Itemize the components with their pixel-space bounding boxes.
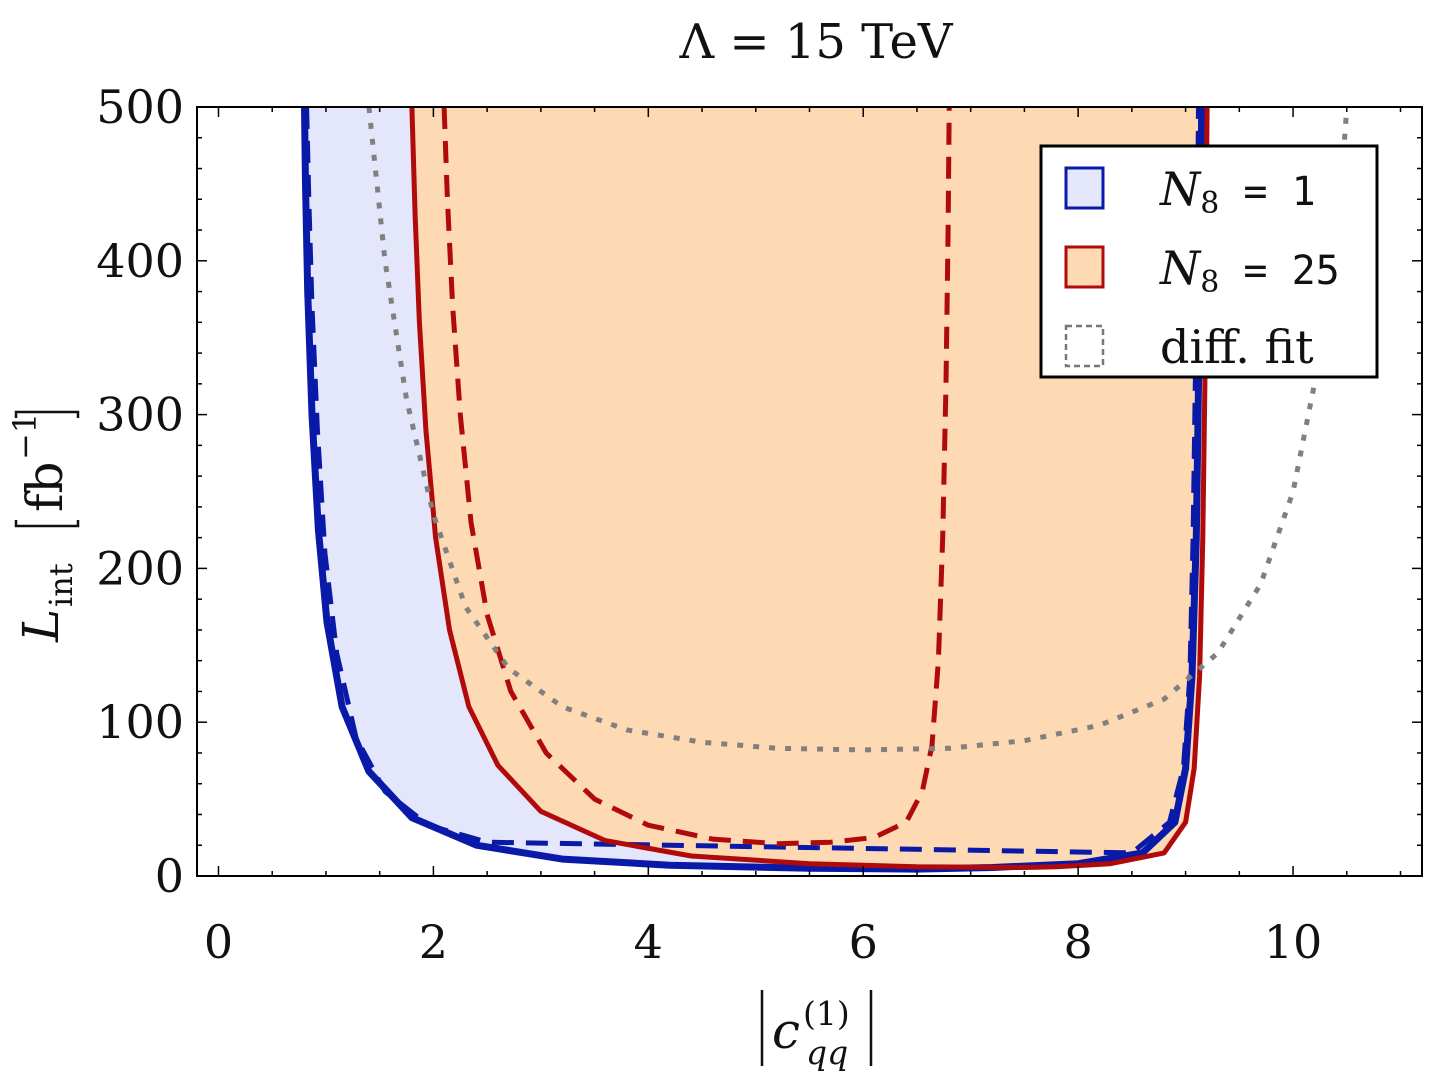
y-tick-labels: 0 100 200 300 400 500 [96, 80, 184, 903]
x-label-sub: qq [806, 1033, 848, 1072]
axis-ticks [197, 106, 1422, 877]
y-label-unit: fb [16, 461, 74, 512]
legend: N8 = 1 N8 = 25 diff. fit [1039, 144, 1379, 379]
chart-title: Λ = 15 TeV [678, 14, 953, 70]
y-tick-label: 300 [96, 388, 184, 442]
legend-swatch [1064, 166, 1105, 210]
region-n25-solid [411, 107, 1208, 868]
series-lines [301, 107, 1350, 873]
bracket-left [14, 520, 80, 528]
fill-regions [304, 107, 1208, 870]
series-line-n1-dashed [304, 107, 1201, 856]
x-label-sup: (1) [803, 994, 850, 1033]
x-tick-label: 0 [204, 915, 233, 969]
legend-label: N8 = 1 [1159, 162, 1316, 221]
x-tick-label: 10 [1264, 915, 1323, 969]
y-label-sub: int [42, 563, 80, 607]
y-axis-label: L int fb −1 [6, 410, 80, 643]
y-tick-label: 500 [96, 80, 184, 134]
y-label-main: L [12, 609, 70, 643]
y-label-unit-exp: −1 [6, 413, 44, 460]
legend-swatch [1064, 324, 1105, 368]
y-tick-label: 100 [96, 695, 184, 749]
series-line-n25-dashed [441, 107, 952, 847]
x-label-main: c [772, 1002, 800, 1060]
bracket-right [14, 410, 80, 418]
legend-swatch [1064, 245, 1105, 289]
x-tick-label: 2 [419, 915, 448, 969]
legend-label: N8 = 25 [1159, 241, 1340, 300]
series-line-diff-fit [366, 107, 1350, 753]
y-tick-label: 200 [96, 541, 184, 595]
x-axis-label: c (1) qq [760, 990, 873, 1072]
x-tick-labels: 0 2 4 6 8 10 [204, 915, 1322, 969]
legend-label: diff. fit [1160, 320, 1314, 374]
x-tick-label: 8 [1063, 915, 1092, 969]
y-tick-label: 0 [155, 849, 184, 903]
x-tick-label: 4 [634, 915, 663, 969]
x-tick-label: 6 [849, 915, 878, 969]
y-tick-label: 400 [96, 234, 184, 288]
